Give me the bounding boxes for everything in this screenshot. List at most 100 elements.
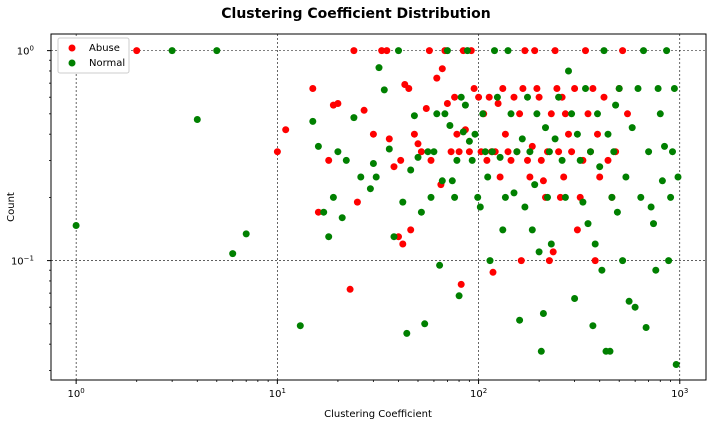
scatter-point-normal bbox=[579, 198, 587, 206]
scatter-point-normal bbox=[446, 122, 454, 129]
scatter-point-normal bbox=[309, 117, 317, 125]
scatter-point-normal bbox=[338, 214, 346, 222]
scatter-point-abuse bbox=[390, 163, 398, 171]
legend-marker-normal bbox=[68, 59, 76, 67]
scatter-point-normal bbox=[606, 347, 614, 355]
y-axis-label: Count bbox=[6, 192, 17, 222]
scatter-point-abuse bbox=[551, 47, 559, 55]
x-tick-exponent: 1 bbox=[281, 387, 285, 395]
scatter-point-abuse bbox=[499, 85, 507, 92]
scatter-point-abuse bbox=[346, 285, 354, 293]
scatter-point-normal bbox=[72, 222, 80, 229]
x-tick-exponent: 0 bbox=[80, 387, 84, 395]
scatter-point-normal bbox=[417, 208, 425, 216]
scatter-point-abuse bbox=[584, 110, 592, 118]
scatter-point-normal bbox=[565, 67, 572, 75]
scatter-point-normal bbox=[488, 148, 496, 156]
legend-marker-abuse bbox=[68, 44, 76, 52]
scatter-point-normal bbox=[504, 47, 512, 55]
scatter-point-abuse bbox=[494, 100, 502, 107]
scatter-point-abuse bbox=[531, 47, 539, 55]
data-points bbox=[72, 47, 682, 368]
scatter-point-abuse bbox=[537, 156, 545, 164]
scatter-point-normal bbox=[427, 193, 435, 201]
scatter-point-normal bbox=[501, 193, 509, 201]
scatter-point-normal bbox=[656, 110, 664, 118]
scatter-point-normal bbox=[625, 297, 633, 305]
scatter-point-normal bbox=[465, 137, 473, 145]
scatter-point-abuse bbox=[414, 140, 422, 148]
scatter-point-abuse bbox=[455, 148, 463, 156]
scatter-point-abuse bbox=[553, 85, 561, 92]
scatter-point-abuse bbox=[519, 85, 527, 92]
scatter-point-normal bbox=[499, 226, 507, 234]
scatter-point-abuse bbox=[507, 156, 515, 164]
scatter-point-normal bbox=[622, 173, 630, 181]
x-tick-label: 100 bbox=[68, 387, 85, 400]
scatter-point-abuse bbox=[485, 93, 493, 101]
scatter-point-normal bbox=[591, 240, 599, 248]
scatter-point-normal bbox=[334, 148, 342, 156]
scatter-point-normal bbox=[672, 361, 680, 368]
scatter-point-normal bbox=[493, 93, 501, 101]
scatter-point-normal bbox=[669, 148, 676, 156]
scatter-point-abuse bbox=[528, 142, 536, 150]
scatter-point-normal bbox=[670, 85, 678, 92]
scatter-point-abuse bbox=[560, 173, 568, 181]
scatter-point-abuse bbox=[451, 93, 459, 101]
scatter-point-normal bbox=[604, 130, 612, 138]
scatter-point-normal bbox=[375, 64, 383, 72]
scatter-point-normal bbox=[242, 230, 250, 238]
scatter-point-abuse bbox=[604, 156, 612, 164]
scatter-point-normal bbox=[513, 148, 521, 156]
scatter-point-normal bbox=[229, 250, 237, 258]
scatter-point-normal bbox=[457, 93, 465, 101]
plot-frame bbox=[50, 33, 707, 381]
scatter-point-normal bbox=[468, 156, 476, 164]
scatter-point-normal bbox=[615, 85, 623, 92]
scatter-point-normal bbox=[619, 257, 627, 265]
scatter-point-normal bbox=[663, 47, 671, 55]
scatter-point-abuse bbox=[383, 47, 391, 55]
scatter-point-abuse bbox=[573, 226, 581, 234]
scatter-point-abuse bbox=[524, 156, 531, 164]
scatter-point-normal bbox=[414, 153, 422, 161]
scatter-point-normal bbox=[596, 163, 604, 171]
scatter-point-normal bbox=[658, 177, 666, 185]
scatter-point-normal bbox=[533, 110, 541, 118]
scatter-point-normal bbox=[584, 220, 592, 228]
scatter-point-abuse bbox=[526, 173, 534, 181]
scatter-point-normal bbox=[642, 324, 650, 331]
scatter-point-abuse bbox=[582, 47, 589, 55]
scatter-point-normal bbox=[213, 47, 221, 55]
scatter-point-normal bbox=[647, 203, 655, 211]
scatter-point-normal bbox=[448, 177, 456, 185]
scatter-point-normal bbox=[451, 193, 459, 201]
scatter-point-normal bbox=[403, 329, 411, 337]
scatter-point-normal bbox=[665, 257, 673, 265]
scatter-point-normal bbox=[568, 110, 576, 118]
scatter-point-normal bbox=[637, 193, 645, 201]
scatter-point-normal bbox=[628, 124, 636, 132]
x-tick-label: 101 bbox=[269, 387, 286, 400]
scatter-point-abuse bbox=[133, 47, 141, 55]
scatter-point-normal bbox=[634, 85, 642, 92]
x-axis-label: Clustering Coefficient bbox=[324, 409, 432, 420]
scatter-point-abuse bbox=[535, 93, 543, 101]
scatter-point-normal bbox=[652, 266, 660, 274]
scatter-point-abuse bbox=[465, 148, 473, 156]
scatter-point-abuse bbox=[589, 85, 597, 92]
scatter-point-normal bbox=[436, 261, 444, 269]
scatter-point-normal bbox=[612, 101, 620, 109]
legend-box bbox=[57, 37, 130, 74]
scatter-point-abuse bbox=[397, 156, 405, 164]
grid-lines bbox=[51, 34, 706, 380]
scatter-point-normal bbox=[531, 181, 539, 189]
scatter-point-normal bbox=[430, 148, 438, 156]
scatter-point-normal bbox=[329, 193, 337, 201]
scatter-point-abuse bbox=[571, 85, 579, 92]
scatter-point-abuse bbox=[314, 208, 322, 216]
scatter-point-abuse bbox=[425, 47, 433, 55]
scatter-point-normal bbox=[357, 173, 365, 181]
